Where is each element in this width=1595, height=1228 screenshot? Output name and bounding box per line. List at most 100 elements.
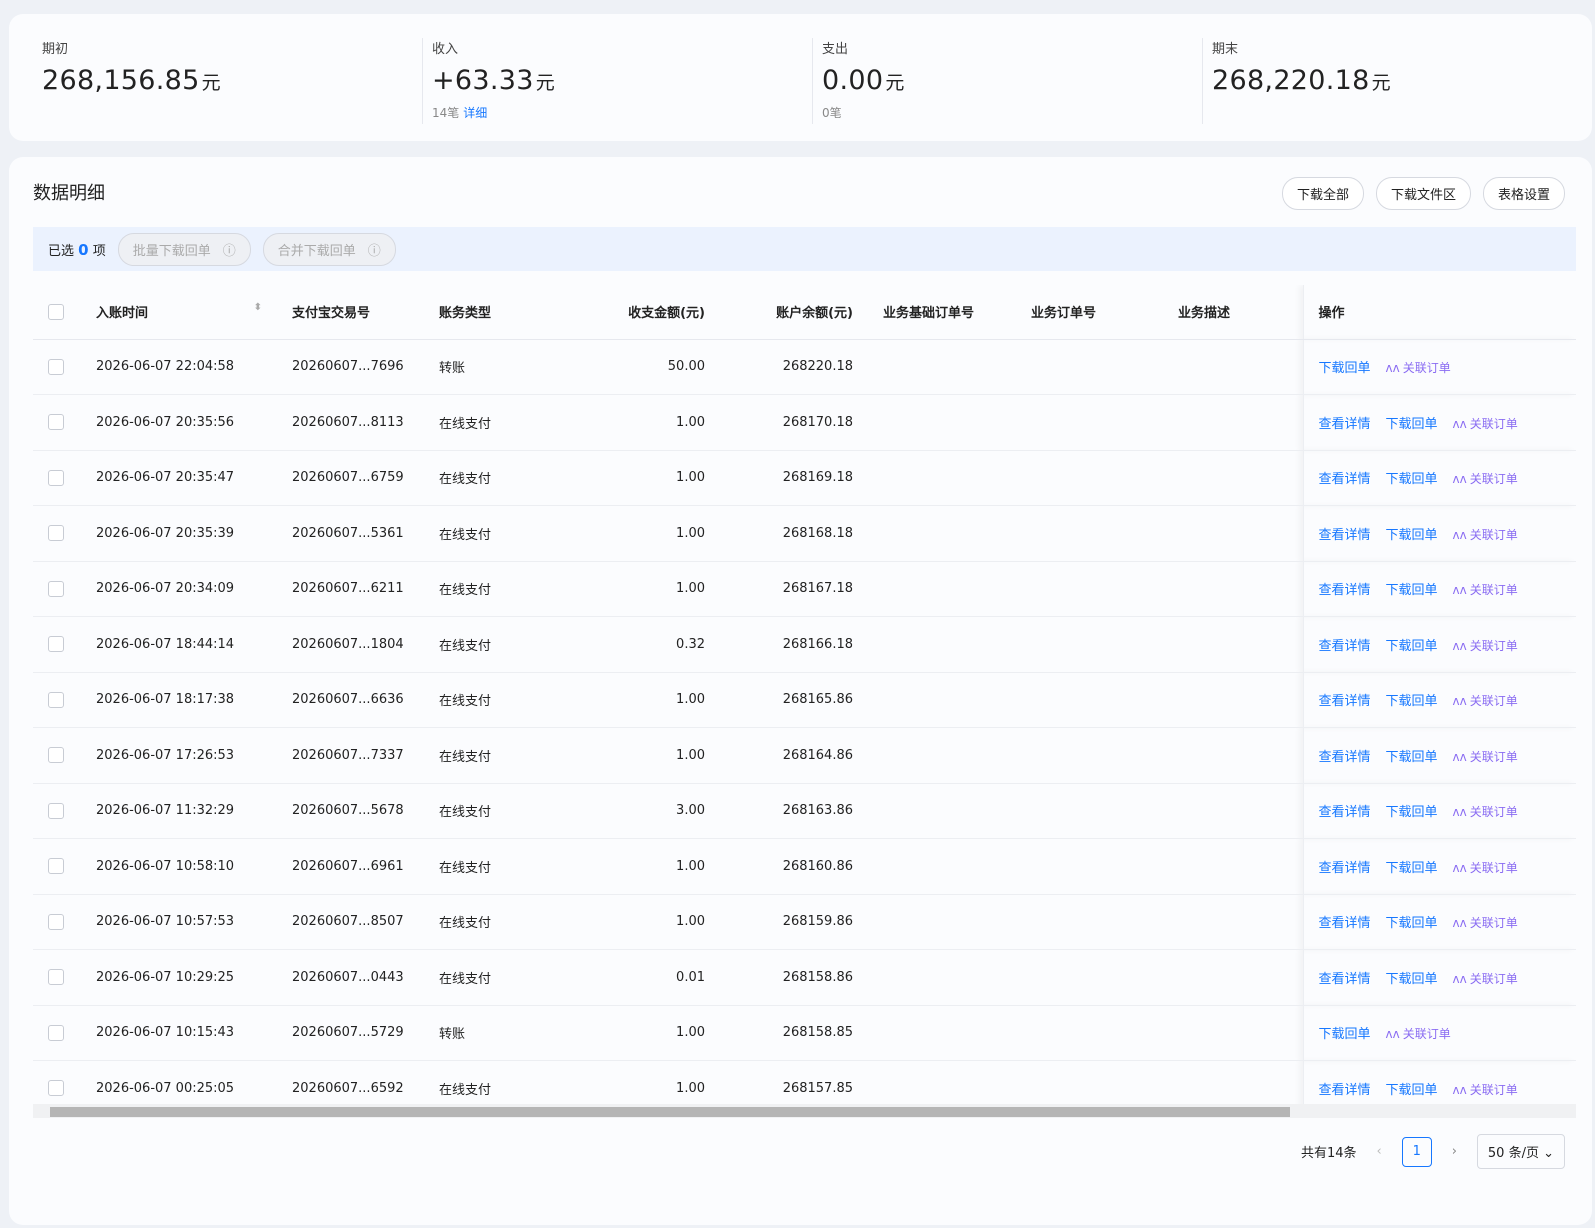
action-link[interactable]: 下载回单 xyxy=(1386,528,1438,543)
page-number[interactable]: 1 xyxy=(1401,1136,1432,1167)
action-link[interactable]: ʌʌ 关联订单 xyxy=(1386,361,1451,375)
toolbar-button[interactable]: 下载全部 xyxy=(1281,177,1364,210)
action-text: 关联订单 xyxy=(1469,749,1518,764)
action-text: 下载回单 xyxy=(1318,1027,1371,1043)
action-link[interactable]: ʌʌ 关联订单 xyxy=(1453,1083,1518,1097)
table-row: 2026-06-07 00:25:05 20260607...6592 在线支付 1.… xyxy=(33,1060,1576,1105)
checkbox[interactable] xyxy=(48,414,64,431)
cell xyxy=(33,1060,81,1105)
cell: 268220.18 xyxy=(720,339,868,395)
action-link[interactable]: ʌʌ 关联订单 xyxy=(1453,750,1518,764)
toolbar-button[interactable]: 表格设置 xyxy=(1482,177,1565,210)
action-link[interactable]: 下载回单 xyxy=(1386,1083,1438,1098)
cell xyxy=(33,783,81,839)
action-link[interactable]: ʌʌ 关联订单 xyxy=(1453,972,1518,986)
action-link[interactable]: ʌʌ 关联订单 xyxy=(1453,417,1518,431)
action-text: 查看详情 xyxy=(1318,749,1371,765)
action-link[interactable]: 查看详情 xyxy=(1319,583,1371,598)
selection-bar: 已选 0 项 批量下载回单 ⓘ 合并下载回单 ⓘ xyxy=(33,227,1576,271)
action-link[interactable]: 下载回单 xyxy=(1386,805,1438,820)
action-link[interactable]: 下载回单 xyxy=(1386,972,1438,987)
checkbox[interactable] xyxy=(48,913,64,930)
info-icon: ⓘ xyxy=(222,243,236,259)
action-link[interactable]: 下载回单 xyxy=(1319,361,1371,376)
action-link[interactable]: ʌʌ 关联订单 xyxy=(1453,916,1518,930)
cell: 268157.85 xyxy=(720,1060,868,1105)
checkbox[interactable] xyxy=(48,802,64,819)
batch-button-text: 合并下载回单 xyxy=(277,243,356,259)
cell: 3.00 xyxy=(572,783,720,839)
column-title: 业务订单号 xyxy=(1031,306,1097,322)
page-size[interactable]: 50 条/页 ⌄ xyxy=(1476,1134,1565,1169)
action-link[interactable]: 查看详情 xyxy=(1319,639,1371,654)
action-link[interactable]: 下载回单 xyxy=(1386,694,1438,709)
action-link[interactable]: ʌʌ 关联订单 xyxy=(1453,528,1518,542)
checkbox[interactable] xyxy=(48,469,64,486)
action-link[interactable]: ʌʌ 关联订单 xyxy=(1453,694,1518,708)
cell xyxy=(868,1005,1016,1061)
table-row: 2026-06-07 20:35:39 20260607...5361 在线支付 1.… xyxy=(33,505,1576,562)
action-link[interactable]: ʌʌ 关联订单 xyxy=(1453,583,1518,597)
scrollbar-thumb[interactable] xyxy=(50,1107,1290,1117)
cell xyxy=(868,783,1016,839)
action-link[interactable]: 查看详情 xyxy=(1319,528,1371,543)
action-link[interactable]: 查看详情 xyxy=(1319,861,1371,876)
action-text: 下载回单 xyxy=(1385,749,1438,765)
checkbox[interactable] xyxy=(48,636,64,653)
action-link[interactable]: 下载回单 xyxy=(1386,583,1438,598)
action-link[interactable]: 下载回单 xyxy=(1386,861,1438,876)
cell xyxy=(1163,394,1303,451)
action-link[interactable]: 下载回单 xyxy=(1386,750,1438,765)
sort-icon[interactable]: ⬍ xyxy=(253,302,262,314)
action-link[interactable]: 查看详情 xyxy=(1319,750,1371,765)
checkbox[interactable] xyxy=(48,747,64,764)
action-text: 下载回单 xyxy=(1385,805,1438,821)
checkbox[interactable] xyxy=(48,691,64,708)
cell xyxy=(1016,949,1163,1006)
scrollbar[interactable] xyxy=(33,1104,1576,1118)
action-link[interactable]: 查看详情 xyxy=(1319,1083,1371,1098)
next[interactable]: › xyxy=(1451,1144,1457,1159)
action-link[interactable]: 下载回单 xyxy=(1386,417,1438,432)
column-title: 业务基础订单号 xyxy=(883,306,975,322)
checkbox[interactable] xyxy=(48,358,64,375)
action-link[interactable]: 查看详情 xyxy=(1319,972,1371,987)
action-link[interactable]: 查看详情 xyxy=(1319,805,1371,820)
column-title: 业务描述 xyxy=(1178,306,1231,322)
action-link[interactable]: 查看详情 xyxy=(1319,472,1371,487)
link-icon: ʌʌ xyxy=(1452,916,1467,931)
action-link[interactable]: 查看详情 xyxy=(1319,916,1371,931)
checkbox[interactable] xyxy=(48,1024,64,1041)
checkbox[interactable] xyxy=(48,969,64,986)
action-link[interactable]: 查看详情 xyxy=(1319,417,1371,432)
checkbox[interactable] xyxy=(48,858,64,875)
checkbox[interactable] xyxy=(48,1080,64,1097)
action-link[interactable]: ʌʌ 关联订单 xyxy=(1453,861,1518,875)
action-link[interactable]: 查看详情 xyxy=(1319,694,1371,709)
header-cell: 入账时间 ⬍ xyxy=(81,285,277,340)
action-link[interactable]: ʌʌ 关联订单 xyxy=(1386,1027,1451,1041)
batch-button[interactable]: 合并下载回单 ⓘ xyxy=(262,232,396,266)
toolbar-button[interactable]: 下载文件区 xyxy=(1375,177,1471,210)
checkbox[interactable] xyxy=(48,303,64,320)
action-link[interactable]: ʌʌ 关联订单 xyxy=(1453,472,1518,486)
action-link[interactable]: 下载回单 xyxy=(1386,916,1438,931)
batch-button[interactable]: 批量下载回单 ⓘ xyxy=(117,232,251,266)
detail-link[interactable]: 详细 xyxy=(463,106,488,120)
action-link[interactable]: 下载回单 xyxy=(1386,639,1438,654)
action-link[interactable]: 下载回单 xyxy=(1319,1027,1371,1042)
cell xyxy=(33,727,81,784)
cell xyxy=(33,1005,81,1061)
cell xyxy=(1016,1005,1163,1061)
prev[interactable]: ‹ xyxy=(1376,1144,1382,1159)
link-icon: ʌʌ xyxy=(1385,1027,1400,1042)
cell: 1.00 xyxy=(572,727,720,784)
action-link[interactable]: 下载回单 xyxy=(1386,472,1438,487)
cell xyxy=(1163,505,1303,562)
checkbox[interactable] xyxy=(48,580,64,597)
action-link[interactable]: ʌʌ 关联订单 xyxy=(1453,639,1518,653)
action-cell: 查看详情 下载回单 ʌʌ 关联订单 xyxy=(1302,727,1576,784)
checkbox[interactable] xyxy=(48,525,64,542)
action-link[interactable]: ʌʌ 关联订单 xyxy=(1453,805,1518,819)
link-icon: ʌʌ xyxy=(1452,583,1467,598)
